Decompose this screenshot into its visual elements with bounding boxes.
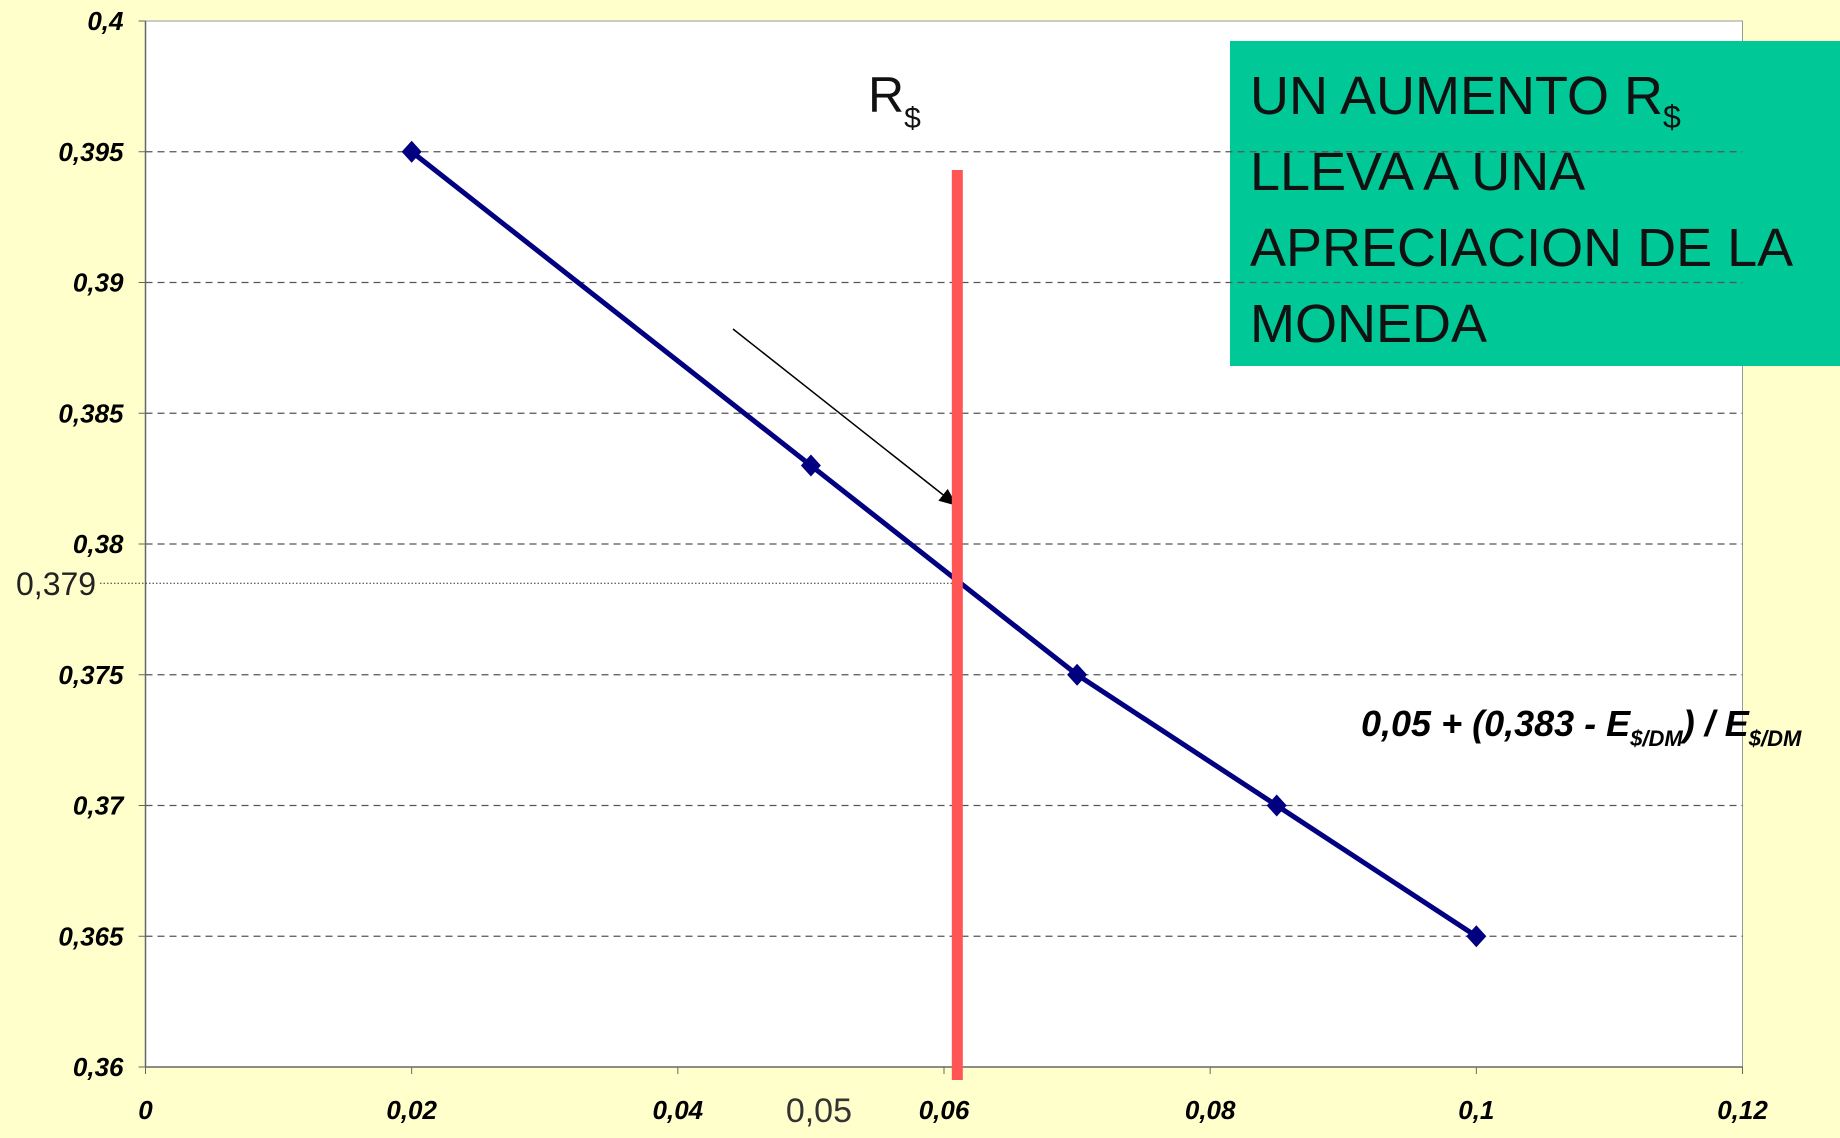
formula: 0,05 + (0,383 - E$/DM) / E$/DM xyxy=(1361,703,1802,751)
y-tick-label: 0,385 xyxy=(58,398,124,428)
reference-hline-label: 0,379 xyxy=(16,566,96,602)
note-line: MONEDA xyxy=(1250,294,1487,354)
reference-vline-label: R$ xyxy=(868,67,921,135)
note-background xyxy=(1230,41,1840,366)
note-line: APRECIACION DE LA xyxy=(1250,218,1793,278)
formula-subscript: $/DM xyxy=(1748,726,1802,751)
reference-vline-label-subscript: $ xyxy=(904,102,921,135)
y-tick-label: 0,36 xyxy=(73,1052,124,1082)
note-box: UN AUMENTO R$ LLEVA A UNA APRECIACION DE… xyxy=(1230,41,1840,366)
marker xyxy=(1466,925,1487,948)
marker xyxy=(1266,794,1287,817)
note-line: LLEVA A UNA xyxy=(1250,142,1585,202)
arrow xyxy=(732,328,958,506)
note-line: UN AUMENTO R$ xyxy=(1250,66,1681,135)
note-text: UN AUMENTO R xyxy=(1250,66,1663,126)
y-tick-label: 0,38 xyxy=(73,529,124,559)
y-tick-label: 0,4 xyxy=(87,6,124,36)
x-tick-label: 0 xyxy=(138,1095,153,1125)
formula-part: 0,05 + (0,383 - E xyxy=(1361,703,1631,744)
x-marker-label: 0,05 xyxy=(786,1092,852,1130)
note-subscript: $ xyxy=(1663,99,1681,135)
formula-part: ) / E xyxy=(1679,703,1750,744)
x-tick-label: 0,1 xyxy=(1458,1095,1494,1125)
y-tick-label: 0,39 xyxy=(73,268,124,298)
y-tick-label: 0,365 xyxy=(58,921,124,951)
y-tick-label: 0,375 xyxy=(58,660,124,690)
x-tick-label: 0,08 xyxy=(1185,1095,1236,1125)
marker xyxy=(401,140,422,163)
y-tick-label: 0,37 xyxy=(73,791,125,821)
y-tick-label: 0,395 xyxy=(58,137,124,167)
formula-subscript: $/DM xyxy=(1629,726,1683,751)
x-tick-label: 0,04 xyxy=(653,1095,704,1125)
x-tick-label: 0,06 xyxy=(919,1095,970,1125)
reference-vline-label-text: R xyxy=(868,67,904,123)
x-tick-label: 0,02 xyxy=(386,1095,437,1125)
x-tick-label: 0,12 xyxy=(1717,1095,1768,1125)
marker xyxy=(800,454,821,477)
marker xyxy=(1067,663,1088,686)
